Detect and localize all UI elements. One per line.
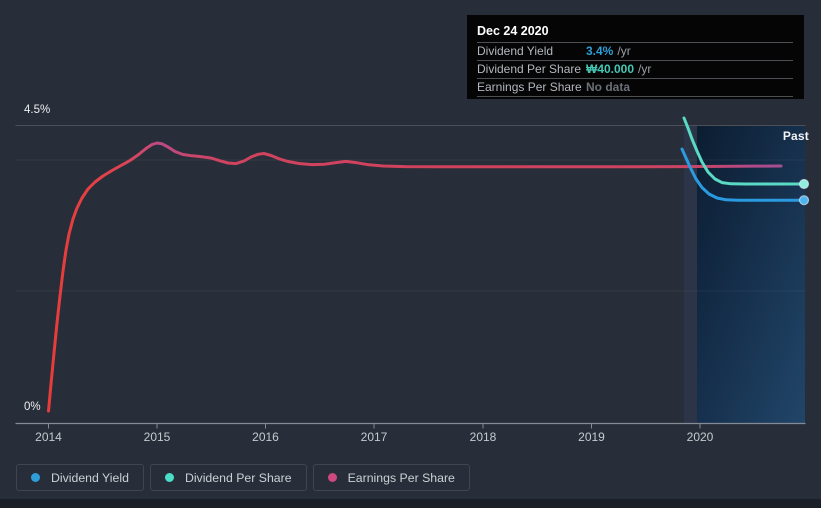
past-label: Past — [782, 129, 809, 143]
footer-strip — [0, 499, 821, 508]
x-axis-ticks — [48, 423, 701, 429]
dividend-yield-endpoint-dot[interactable] — [798, 195, 810, 206]
legend-label: Earnings Per Share — [347, 470, 455, 485]
dividend-yield-dot-icon — [31, 473, 40, 482]
tooltip-row-dividend-per-share: Dividend Per Share ₩40.000 /yr — [477, 61, 793, 79]
x-tick-2018: 2018 — [469, 430, 497, 444]
dividend-per-share-line — [682, 116, 806, 186]
x-tick-2019: 2019 — [578, 430, 605, 444]
tooltip-label: Dividend Per Share — [477, 62, 582, 76]
y-axis-max-label: 4.5% — [24, 104, 51, 116]
past-region-edge — [684, 126, 697, 424]
tooltip-value: No data — [586, 80, 631, 94]
dividend-per-share-dot-icon — [164, 473, 174, 482]
x-tick-2015: 2015 — [143, 430, 171, 444]
y-axis-min-label: 0% — [24, 401, 41, 413]
x-tick-2014: 2014 — [35, 430, 62, 444]
tooltip-value: ₩40.000 — [586, 62, 635, 76]
x-tick-2020: 2020 — [686, 430, 714, 444]
past-region — [697, 126, 805, 424]
legend-label: Dividend Per Share — [184, 470, 292, 485]
x-tick-2016: 2016 — [252, 430, 279, 444]
tooltip-date: Dec 24 2020 — [477, 20, 793, 43]
legend-item-dividend-per-share[interactable]: Dividend Per Share — [149, 464, 307, 491]
x-tick-2017: 2017 — [360, 430, 388, 444]
legend-label: Dividend Yield — [51, 470, 129, 485]
legend-item-dividend-yield[interactable]: Dividend Yield — [16, 464, 144, 491]
legend: Dividend Yield Dividend Per Share Earnin… — [16, 464, 470, 491]
tooltip-value: 3.4% — [586, 44, 614, 58]
tooltip-row-earnings-per-share: Earnings Per Share No data — [477, 79, 793, 97]
legend-item-earnings-per-share[interactable]: Earnings Per Share — [312, 464, 470, 491]
dividend-yield-line — [680, 147, 806, 202]
tooltip-row-dividend-yield: Dividend Yield 3.4% /yr — [477, 43, 793, 61]
tooltip-unit: /yr — [617, 44, 631, 58]
series-layer — [47, 116, 810, 413]
dividend-per-share-endpoint-dot[interactable] — [798, 178, 810, 190]
tooltip: Dec 24 2020 Dividend Yield 3.4% /yr Divi… — [467, 15, 804, 99]
earnings-per-share-line — [47, 141, 783, 413]
tooltip-unit: /yr — [638, 62, 652, 76]
earnings-per-share-dot-icon — [327, 473, 337, 482]
tooltip-label: Dividend Yield — [477, 44, 554, 58]
tooltip-label: Earnings Per Share — [477, 80, 582, 94]
